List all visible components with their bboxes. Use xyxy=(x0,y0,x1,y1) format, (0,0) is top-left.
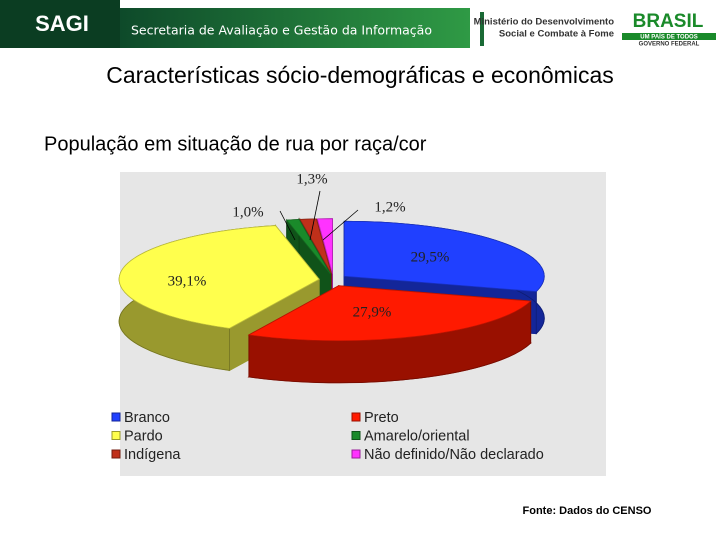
brand: BRASIL xyxy=(633,11,704,32)
slice xyxy=(299,218,332,274)
department: Secretaria de Avaliação e Gestão da Info… xyxy=(131,23,432,38)
slice xyxy=(247,285,532,342)
leader-line xyxy=(309,190,321,241)
logo: SAGI xyxy=(35,11,89,36)
legend-swatch xyxy=(351,431,361,440)
legend-swatch xyxy=(351,412,361,422)
data-label: 1,2% xyxy=(374,199,405,215)
legend-label: Branco xyxy=(124,410,170,426)
logo-area xyxy=(478,8,720,48)
slide-title: Características sócio-demográficas e eco… xyxy=(106,62,613,88)
data-label: 27,9% xyxy=(353,304,392,320)
data-label: 1,0% xyxy=(232,204,263,220)
legend-label: Amarelo/oriental xyxy=(364,428,470,444)
divider xyxy=(480,12,484,46)
slogan: UM PAÍS DE TODOS xyxy=(640,33,697,41)
legend-label: Pardo xyxy=(124,428,163,444)
slogan-bar xyxy=(622,33,716,40)
legend-label: Indígena xyxy=(124,447,181,463)
government: GOVERNO FEDERAL xyxy=(639,42,700,48)
leader-line xyxy=(279,210,296,241)
leader-line xyxy=(322,209,359,241)
slice xyxy=(118,225,320,329)
header-bar xyxy=(120,8,470,48)
data-label: 1,3% xyxy=(296,171,327,187)
legend-swatch xyxy=(351,449,361,459)
legend-swatch xyxy=(111,412,121,422)
legend-label: Não definido/Não declarado xyxy=(364,447,544,463)
logo-box xyxy=(0,0,120,48)
legend-swatch xyxy=(111,431,121,440)
chart-title: População em situação de rua por raça/co… xyxy=(44,133,427,155)
legend-label: Preto xyxy=(364,410,399,426)
legend-swatch xyxy=(111,449,121,459)
slice xyxy=(316,218,333,274)
data-label: 39,1% xyxy=(168,273,207,289)
source: Fonte: Dados do CENSO xyxy=(523,505,652,517)
ministry-line: Ministério do Desenvolvimento xyxy=(474,17,615,28)
ministry-line: Social e Combate à Fome xyxy=(499,29,614,40)
data-label: 29,5% xyxy=(411,249,450,265)
slice xyxy=(285,219,331,275)
slice xyxy=(343,220,545,292)
